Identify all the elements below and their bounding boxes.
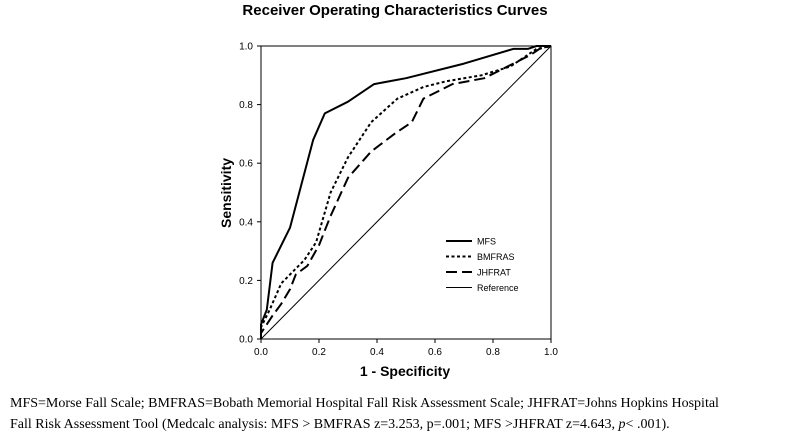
legend-label-mfs: MFS bbox=[477, 237, 496, 247]
y-axis-label: Sensitivity bbox=[218, 158, 234, 228]
y-tick-label: 0.4 bbox=[239, 217, 253, 228]
series-line-reference bbox=[260, 45, 552, 340]
x-axis-label: 1 - Specificity bbox=[360, 363, 450, 379]
y-tick-label: 0.8 bbox=[239, 100, 253, 111]
legend-label-reference: Reference bbox=[477, 283, 519, 293]
caption-line-2-suffix: < .001). bbox=[625, 417, 670, 432]
x-tick-label: 0.4 bbox=[370, 347, 384, 358]
x-tick-label: 0.2 bbox=[312, 347, 326, 358]
y-tick-label: 0.2 bbox=[239, 276, 253, 287]
caption-line-2: Fall Risk Assessment Tool (Medcalc analy… bbox=[10, 414, 780, 435]
x-tick-label: 0.0 bbox=[254, 347, 268, 358]
y-tick-label: 1.0 bbox=[239, 42, 253, 53]
x-tick-label: 0.8 bbox=[486, 347, 500, 358]
plot-frame bbox=[260, 45, 552, 340]
legend-label-jhfrat: JHFRAT bbox=[477, 268, 511, 278]
caption-line-2-prefix: Fall Risk Assessment Tool (Medcalc analy… bbox=[10, 417, 619, 432]
roc-chart: Receiver Operating Characteristics Curve… bbox=[218, 2, 558, 379]
y-tick-label: 0.6 bbox=[239, 159, 253, 170]
x-tick-label: 1.0 bbox=[544, 347, 558, 358]
x-tick-label: 0.6 bbox=[428, 347, 442, 358]
plot-area: 0.00.0 0.2 0.2 0.4 0.4 0.6 0.6 0.8 0.8 1.0 1.0 bbox=[239, 42, 558, 359]
y-tick-label: 0.0 bbox=[239, 335, 253, 346]
series-line-mfs bbox=[260, 45, 551, 339]
caption-line-1: MFS=Morse Fall Scale; BMFRAS=Bobath Memo… bbox=[10, 396, 719, 411]
legend-label-bmfras: BMFRAS bbox=[477, 252, 515, 262]
caption-p-italic: p bbox=[618, 417, 626, 432]
series-line-jhfrat bbox=[260, 45, 552, 339]
chart-title: Receiver Operating Characteristics Curve… bbox=[242, 2, 547, 19]
legend: MFS BMFRAS JHFRAT Reference bbox=[446, 237, 519, 293]
figure-caption: MFS=Morse Fall Scale; BMFRAS=Bobath Memo… bbox=[10, 393, 780, 435]
